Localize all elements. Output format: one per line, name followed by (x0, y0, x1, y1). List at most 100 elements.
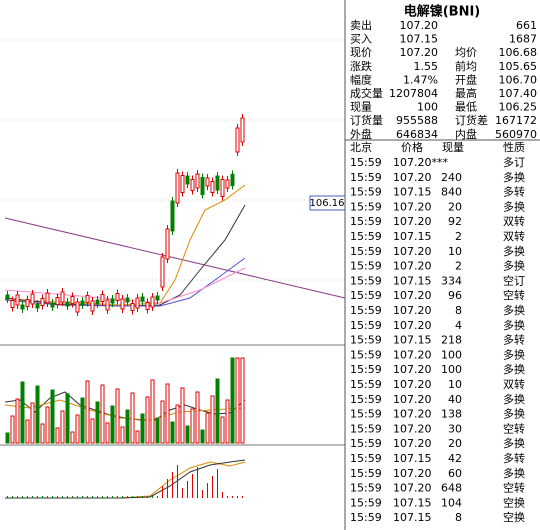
trade-time: 15:59 (350, 452, 382, 465)
quote-cell: 最高 (455, 86, 477, 100)
quote-cell: 订货差 (455, 113, 488, 127)
trade-price: 107.15 (393, 511, 432, 524)
volume-ma (4, 399, 246, 421)
volume-bar (100, 384, 105, 444)
trade-time: 15:59 (350, 348, 382, 361)
trade-price: 107.20 (393, 437, 432, 450)
trade-type: 多换 (503, 407, 525, 421)
candle-body (110, 298, 115, 304)
volume-bar (85, 380, 90, 444)
trade-volume: 104 (441, 496, 462, 509)
volume-bar (220, 416, 225, 444)
quote-cell: 卖出 (350, 18, 372, 32)
volume-bar (190, 408, 195, 444)
quote-cell: 成交量 (350, 86, 383, 100)
trade-time: 15:59 (350, 304, 382, 317)
trade-volume: 30 (448, 422, 462, 435)
trade-price: 107.15 (393, 496, 432, 509)
trade-volume: 20 (448, 437, 462, 450)
volume-bar (30, 402, 35, 444)
quote-cell: 内盘 (455, 127, 477, 141)
trade-price: 107.15 (393, 452, 432, 465)
trade-time: 15:59 (350, 363, 382, 376)
trade-type: 多换 (503, 170, 525, 184)
trade-volume: 138 (441, 408, 462, 421)
candle-body (50, 302, 55, 308)
trade-price: 107.15 (393, 274, 432, 287)
quote-cell: 105.65 (499, 60, 538, 73)
trade-type: 空订 (503, 273, 525, 287)
trade-time: 15:59 (350, 511, 382, 524)
volume-bar (10, 415, 15, 444)
candle-body (55, 297, 60, 305)
trade-time: 15:59 (350, 200, 382, 213)
volume-bar (120, 426, 125, 444)
candle-body (170, 200, 175, 232)
quote-cell: 买入 (350, 33, 372, 46)
volume-bar (55, 427, 60, 444)
quote-cell: 开盘 (455, 72, 477, 86)
volume-bar (235, 357, 240, 444)
trade-type: 多转 (503, 333, 525, 347)
candle-body (210, 181, 215, 193)
quote-cell: 1687 (509, 33, 537, 46)
candle-body (190, 179, 195, 191)
volume-bar (110, 405, 115, 444)
quote-cell: 外盘 (350, 127, 372, 141)
trade-volume: 334 (441, 274, 462, 287)
trade-price: 107.20 (393, 422, 432, 435)
trade-volume: 60 (448, 467, 462, 480)
quote-cell: 前均 (455, 59, 477, 73)
trend-line (4, 217, 346, 299)
trade-type: 空换 (503, 510, 525, 524)
trade-type: 双转 (503, 377, 525, 391)
candle-body (175, 172, 180, 204)
title: 电解镍(BNI) (404, 4, 481, 20)
volume-bar (175, 404, 180, 444)
volume-bar (65, 393, 70, 444)
trade-type: 多换 (503, 199, 525, 213)
trade-type: 空换 (503, 495, 525, 509)
candle-body (60, 291, 65, 303)
volume-bar (135, 430, 140, 444)
volume-bar (225, 399, 230, 444)
quote-cell: 106.70 (499, 73, 538, 86)
candle-body (220, 179, 225, 197)
trade-volume: 20 (448, 200, 462, 213)
volume-bar (155, 417, 160, 444)
volume-bar (160, 400, 165, 444)
candle-body (75, 301, 80, 313)
trade-volume: 4 (455, 319, 462, 332)
volume-bar (115, 388, 120, 444)
trade-volume: 100 (441, 348, 462, 361)
candle-body (95, 299, 100, 305)
trade-type: 多换 (503, 347, 525, 361)
trade-price: 107.15 (393, 334, 432, 347)
trade-price: 107.20*** (393, 156, 448, 169)
ma-line (4, 184, 246, 306)
volume-bar (170, 421, 175, 444)
candle-body (85, 295, 90, 303)
candle-body (215, 175, 220, 191)
trade-price: 107.20 (393, 363, 432, 376)
column-header: 北京 (350, 140, 372, 154)
candle-body (150, 296, 155, 308)
trade-volume: 648 (441, 482, 462, 495)
trade-time: 15:59 (350, 245, 382, 258)
quote-cell: 最低 (455, 101, 477, 114)
volume-bar (60, 410, 65, 444)
ma-line (4, 267, 246, 304)
trade-volume: 840 (441, 186, 462, 199)
trade-type: 双转 (503, 214, 525, 228)
trade-type: 多转 (503, 451, 525, 465)
candle-body (240, 117, 245, 143)
volume-bar (95, 401, 100, 444)
quote-cell: 均价 (455, 46, 477, 59)
trade-type: 空转 (503, 288, 525, 302)
quote-cell: 现量 (350, 101, 372, 114)
candle-body (160, 256, 165, 288)
volume-bar (75, 414, 80, 444)
trade-time: 15:59 (350, 378, 382, 391)
trade-time: 15:59 (350, 289, 382, 302)
